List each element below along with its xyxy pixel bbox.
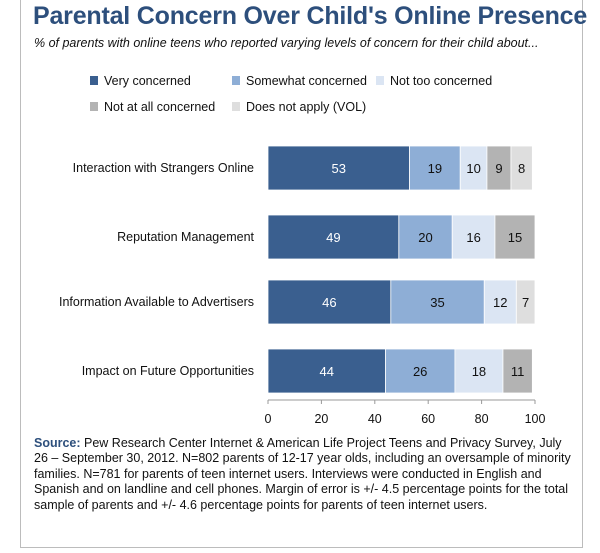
x-tick-label: 100: [525, 412, 546, 426]
data-label: 11: [511, 364, 525, 379]
chart-frame: [20, 0, 583, 548]
data-label: 7: [522, 295, 529, 310]
bar-segment: [515, 279, 536, 325]
bar-segment: [483, 279, 517, 325]
bar-segment: [502, 348, 533, 394]
x-tick-label: 20: [314, 412, 328, 426]
bar-segment: [398, 214, 453, 260]
legend-swatch: [90, 76, 98, 85]
x-tick-label: 60: [421, 412, 435, 426]
bar-segment: [454, 348, 504, 394]
data-label: 35: [430, 295, 444, 310]
x-tick-label: 40: [368, 412, 382, 426]
category-label: Interaction with Strangers Online: [73, 161, 254, 175]
legend-swatch: [376, 76, 384, 85]
x-axis: 0 20 40 60 80 100: [265, 399, 546, 426]
data-label: 53: [332, 161, 346, 176]
legend-swatch: [232, 76, 240, 85]
bar-segment: [451, 214, 496, 260]
category-label: Impact on Future Opportunities: [82, 364, 254, 378]
data-label: 46: [322, 295, 336, 310]
legend-label: Not at all concerned: [104, 100, 215, 114]
bar-segment: [510, 145, 533, 191]
legend-label: Very concerned: [104, 74, 191, 88]
chart-subtitle: % of parents with online teens who repor…: [34, 36, 539, 50]
bar-segment: [267, 348, 386, 394]
data-label: 15: [508, 230, 522, 245]
chart-title: Parental Concern Over Child's Online Pre…: [33, 2, 588, 30]
x-tick-label: 80: [475, 412, 489, 426]
legend: Very concerned Somewhat concerned Not too …: [90, 74, 492, 114]
legend-swatch: [90, 102, 98, 111]
source-label: Source:: [34, 436, 81, 450]
category-label: Reputation Management: [117, 230, 254, 244]
bar-segment: [385, 348, 456, 394]
data-label: 44: [320, 364, 334, 379]
bar-segment: [494, 214, 536, 260]
x-tick-label: 0: [265, 412, 272, 426]
data-label: 18: [472, 364, 486, 379]
source-text: Pew Research Center Internet & American …: [34, 436, 571, 512]
bar-segment: [459, 145, 488, 191]
data-label: 49: [326, 230, 340, 245]
bar-segment: [486, 145, 512, 191]
bar-segment: [267, 214, 400, 260]
legend-swatch: [232, 102, 240, 111]
data-label: 8: [518, 161, 525, 176]
data-label: 16: [466, 230, 480, 245]
legend-label: Does not apply (VOL): [246, 100, 366, 114]
data-label: 10: [466, 161, 480, 176]
legend-label: Not too concerned: [390, 74, 492, 88]
bar-segment: [390, 279, 485, 325]
data-label: 26: [413, 364, 427, 379]
category-label: Information Available to Advertisers: [59, 295, 254, 309]
legend-label: Somewhat concerned: [246, 74, 367, 88]
source-note: Source: Pew Research Center Internet & A…: [34, 436, 574, 513]
bar-segment: [267, 145, 410, 191]
bars: Interaction with Strangers Online 53 19 10 9…: [59, 145, 536, 394]
data-label: 19: [428, 161, 442, 176]
bar-segment: [267, 279, 392, 325]
bar-segment: [409, 145, 461, 191]
data-label: 12: [493, 295, 507, 310]
data-label: 9: [495, 161, 502, 176]
data-label: 20: [418, 230, 432, 245]
